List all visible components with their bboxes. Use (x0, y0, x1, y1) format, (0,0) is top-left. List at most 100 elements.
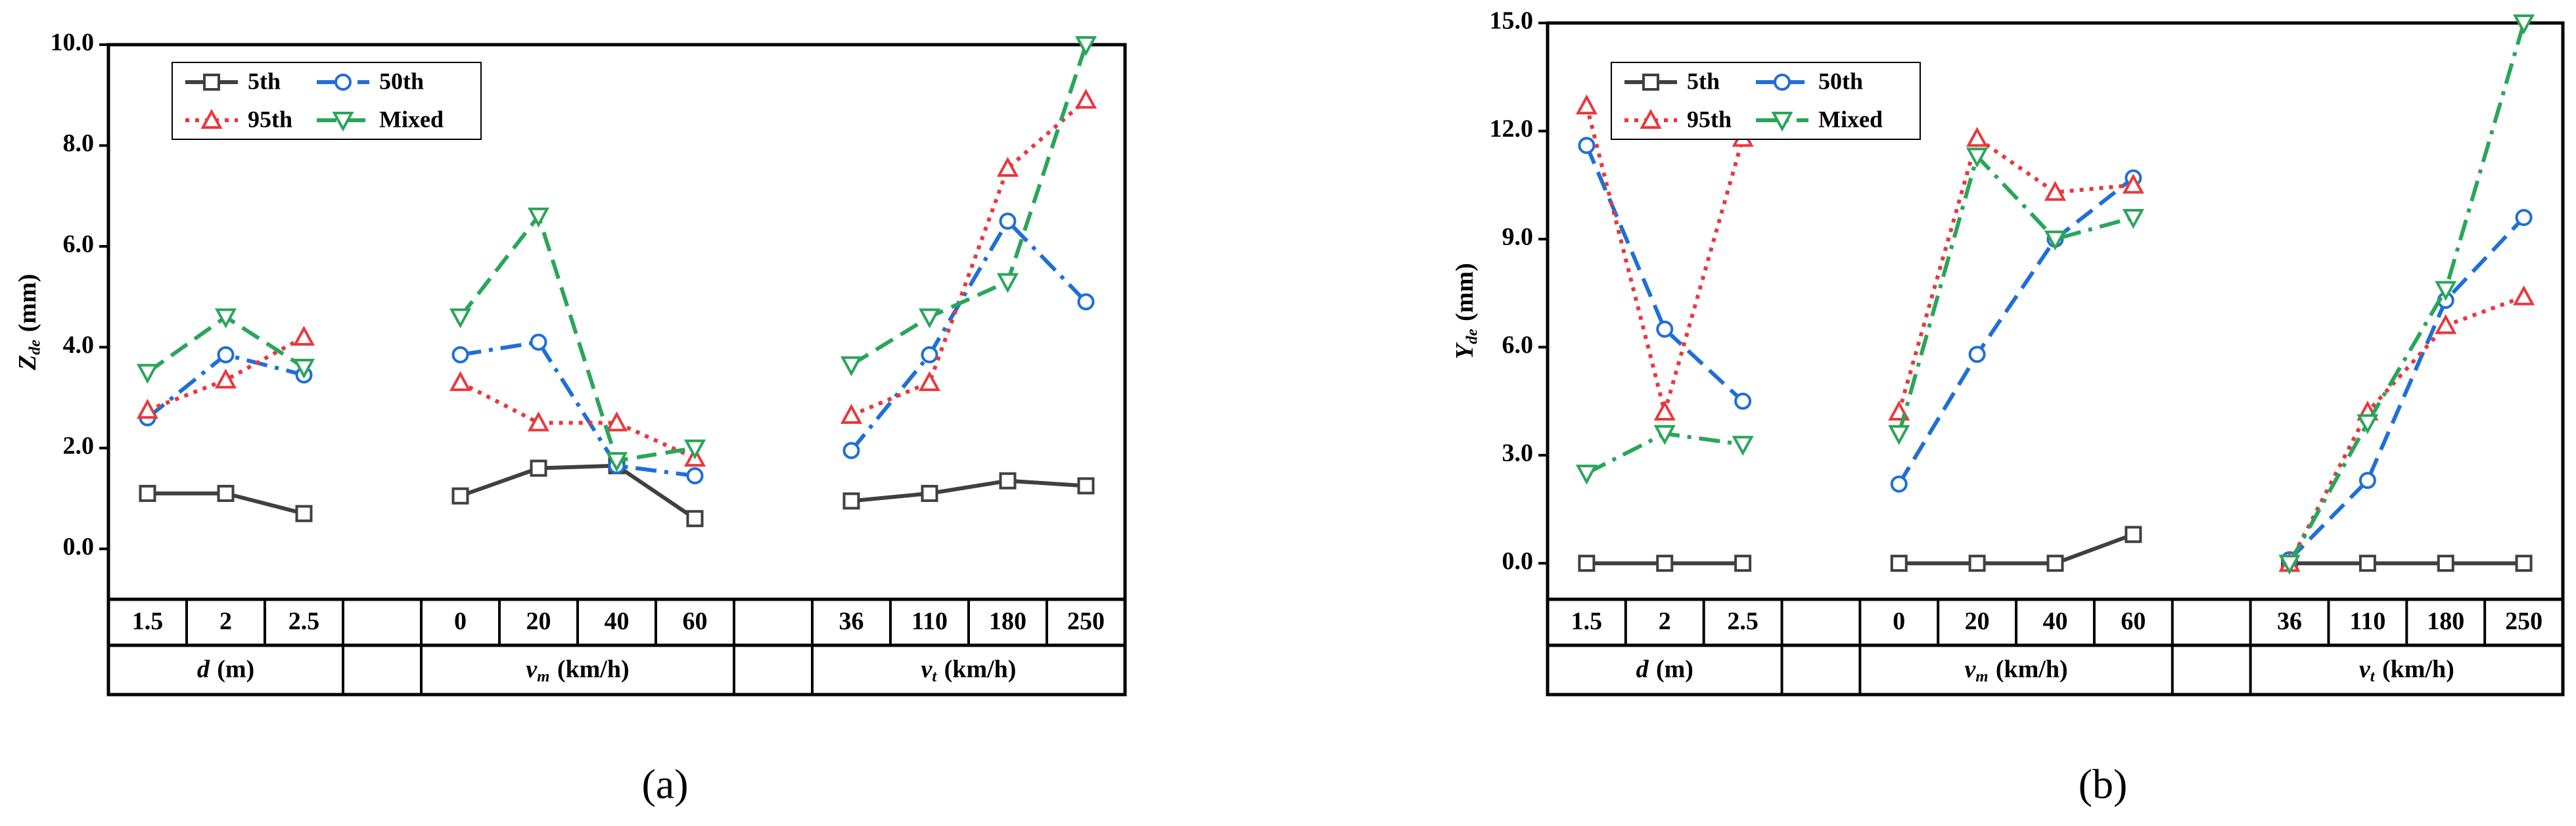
x-tick-label: 20 (526, 608, 551, 635)
label-subscript: de (1463, 329, 1481, 344)
label-subscript: m (1975, 668, 1988, 685)
marker (1074, 36, 1097, 57)
marker (1575, 465, 1598, 485)
series-line (850, 218, 1088, 452)
marker (1578, 137, 1596, 154)
series-line (850, 99, 1088, 417)
series-line (1584, 145, 1745, 403)
series-line (1898, 532, 2134, 566)
marker (686, 467, 704, 485)
series-line (2288, 22, 2526, 564)
marker (921, 346, 938, 363)
label-unit: (mm) (14, 274, 41, 333)
marker (842, 492, 860, 510)
marker (1575, 94, 1598, 115)
marker (530, 333, 547, 351)
marker (605, 452, 628, 472)
marker (217, 346, 235, 363)
marker (527, 411, 550, 432)
y-tick-label: 12.0 (1490, 115, 1534, 143)
marker (1074, 89, 1097, 109)
marker (2515, 208, 2533, 226)
marker (1966, 127, 1989, 147)
label-symbol: Y (1451, 342, 1479, 359)
legend-label: 5th (1687, 68, 1720, 94)
label-symbol: v (526, 655, 538, 683)
axis-label: d (m) (1636, 655, 1693, 683)
y-tick-label: 6.0 (63, 231, 95, 258)
marker (2358, 472, 2376, 490)
label-unit: (m) (1656, 655, 1693, 683)
marker (2278, 555, 2301, 575)
legend-label: Mixed (379, 106, 444, 132)
marker (2435, 281, 2457, 301)
marker (200, 108, 223, 129)
marker (139, 484, 156, 502)
marker (1968, 346, 1986, 363)
legend-box (172, 62, 482, 140)
x-tick-label: 1.5 (132, 608, 164, 635)
marker (1653, 424, 1676, 446)
x-tick-label: 36 (839, 608, 864, 635)
marker (918, 371, 941, 392)
y-tick-label: 0.0 (63, 533, 95, 561)
marker (451, 487, 469, 505)
series-line (459, 380, 696, 460)
marker (999, 212, 1017, 230)
marker (605, 411, 628, 432)
series-line (2288, 294, 2525, 564)
legend-box (1611, 62, 1921, 140)
series-line (1584, 105, 1745, 420)
marker (2357, 414, 2379, 434)
marker (1890, 555, 1908, 572)
marker (918, 308, 941, 329)
y-tick-label: 0.0 (1502, 547, 1534, 575)
legend-label: 50th (1818, 68, 1863, 94)
marker (686, 510, 704, 528)
x-tick-label: 60 (2121, 608, 2146, 635)
label-unit: (mm) (1451, 263, 1479, 321)
marker (2358, 555, 2376, 572)
x-tick-label: 0 (454, 608, 467, 635)
marker (451, 346, 469, 363)
label-unit: (km/h) (2382, 655, 2454, 683)
marker (449, 371, 472, 392)
marker (683, 439, 706, 460)
y-tick-label: 9.0 (1502, 223, 1534, 251)
x-tick-label: 2 (1659, 608, 1671, 635)
y-tick-label: 6.0 (1502, 331, 1534, 359)
marker (840, 356, 863, 377)
legend-label: Mixed (1818, 106, 1883, 132)
legend-label: 5th (248, 68, 281, 94)
marker (1771, 112, 1793, 132)
series-line (460, 340, 695, 478)
label-unit: (km/h) (557, 655, 630, 683)
series-line (1897, 135, 2134, 413)
x-tick-label: 110 (911, 608, 948, 635)
x-tick-label: 180 (2427, 608, 2464, 635)
marker (2513, 14, 2535, 35)
axis-label: Yde (mm) (1451, 263, 1481, 359)
marker (203, 74, 220, 91)
label-symbol: d (1636, 655, 1649, 683)
x-tick-label: 250 (1067, 608, 1105, 635)
marker (996, 273, 1019, 293)
series-line (850, 44, 1088, 367)
label-subscript: t (2370, 668, 2376, 685)
y-tick-label: 8.0 (63, 129, 95, 157)
marker (292, 325, 315, 346)
y-tick-label: 10.0 (51, 29, 95, 57)
marker (996, 156, 1019, 177)
marker (1774, 74, 1791, 91)
marker (332, 112, 354, 132)
marker (2044, 181, 2067, 201)
legend-label: 95th (1687, 106, 1732, 132)
marker (840, 403, 863, 424)
x-tick-label: 110 (2349, 608, 2385, 635)
y-tick-label: 4.0 (63, 331, 95, 359)
marker (214, 368, 237, 389)
x-tick-label: 2.5 (288, 608, 320, 635)
x-tick-label: 1.5 (1571, 608, 1603, 635)
label-symbol: v (2359, 655, 2371, 683)
